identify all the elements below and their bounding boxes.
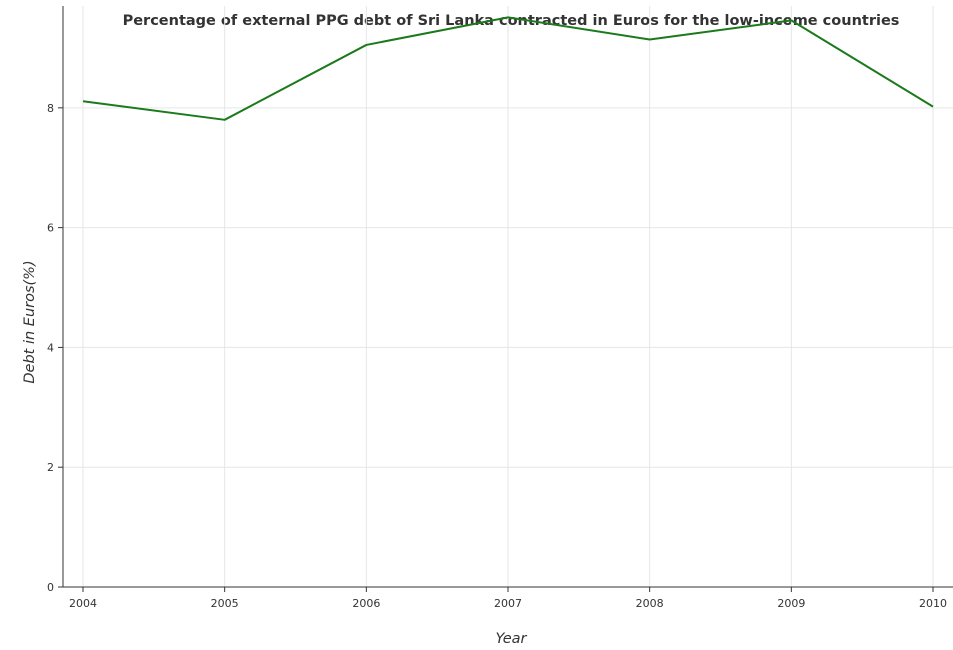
x-tick-label-2010: 2010 [919, 597, 947, 610]
axes [58, 6, 953, 592]
x-tick-labels: 2004 2005 2006 2007 2008 2009 2010 [69, 597, 947, 610]
x-tick-label-2009: 2009 [777, 597, 805, 610]
y-tick-labels: 0 2 4 6 8 [47, 102, 54, 594]
y-axis-label: Debt in Euros(%) [22, 260, 38, 383]
chart-title: Percentage of external PPG debt of Sri L… [123, 13, 900, 29]
x-tick-label-2006: 2006 [352, 597, 380, 610]
y-tick-label-0: 0 [47, 581, 54, 594]
x-tick-label-2005: 2005 [211, 597, 239, 610]
x-tick-label-2007: 2007 [494, 597, 522, 610]
series-group [82, 16, 934, 121]
x-tick-label-2004: 2004 [69, 597, 97, 610]
y-tick-label-6: 6 [47, 222, 54, 235]
x-axis-label: Year [495, 631, 527, 647]
x-tick-label-2008: 2008 [636, 597, 664, 610]
y-tick-label-2: 2 [47, 461, 54, 474]
y-tick-label-8: 8 [47, 102, 54, 115]
series-line-0 [82, 16, 934, 121]
y-tick-label-4: 4 [47, 341, 54, 354]
grid [63, 6, 953, 588]
